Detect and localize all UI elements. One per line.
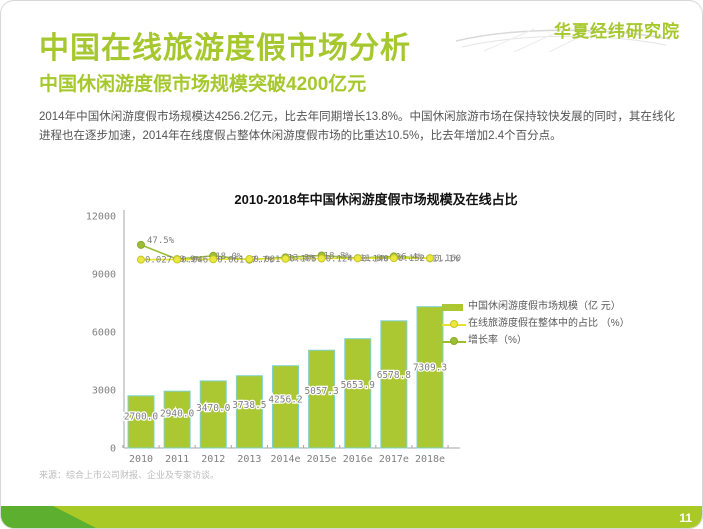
svg-text:2014e: 2014e: [270, 454, 300, 465]
page-subtitle: 中国休闲游度假市场规模突破4200亿元: [39, 74, 367, 95]
svg-text:16.4%: 16.4%: [396, 252, 424, 262]
svg-text:2700.0: 2700.0: [124, 411, 159, 422]
svg-text:0.160: 0.160: [434, 254, 461, 264]
svg-text:2016e: 2016e: [343, 454, 373, 465]
svg-text:5653.9: 5653.9: [341, 380, 376, 391]
svg-text:2940.0: 2940.0: [160, 409, 195, 420]
svg-text:6000: 6000: [92, 328, 116, 339]
legend-label: 在线旅游度假在整体中的占比 （%）: [468, 318, 630, 329]
logo: 华夏经纬研究院: [455, 11, 680, 53]
svg-text:3000: 3000: [92, 386, 116, 397]
svg-text:6578.8: 6578.8: [377, 370, 412, 381]
svg-text:11.1%: 11.1%: [432, 254, 460, 264]
legend-line-marker-icon: [442, 335, 468, 348]
svg-text:8.9%: 8.9%: [179, 255, 201, 265]
legend-label: 中国休闲游度假市场规模（亿 元）: [468, 301, 621, 312]
svg-text:0.105: 0.105: [290, 255, 317, 265]
svg-text:0.152: 0.152: [398, 254, 425, 264]
svg-text:12000: 12000: [86, 212, 116, 223]
legend-bar-swatch-icon: [442, 301, 468, 314]
svg-text:18.8%: 18.8%: [324, 252, 352, 262]
logo-text: 华夏经纬研究院: [554, 22, 680, 42]
legend-label: 增长率（%）: [468, 335, 527, 346]
svg-text:11.8%: 11.8%: [360, 254, 388, 264]
svg-text:47.5%: 47.5%: [147, 236, 175, 246]
svg-text:0.027: 0.027: [145, 256, 172, 266]
svg-text:3470.0: 3470.0: [196, 403, 231, 414]
source-note: 来源：综合上市公司财报、企业及专家访谈。: [39, 470, 220, 480]
svg-text:2018e: 2018e: [415, 454, 445, 465]
globe-swoosh-icon: [455, 28, 671, 53]
svg-text:3738.5: 3738.5: [232, 400, 266, 411]
svg-text:7309.3: 7309.3: [413, 362, 447, 373]
svg-text:2017e: 2017e: [379, 454, 409, 465]
svg-text:2015e: 2015e: [307, 454, 337, 465]
body-paragraph: 2014年中国休闲游度假市场规模达4256.2亿元，比去年同期增长13.8%。中…: [39, 111, 675, 142]
svg-text:0.124: 0.124: [326, 255, 353, 265]
legend-item: 中国休闲游度假市场规模（亿 元）: [442, 300, 654, 314]
svg-text:4256.2: 4256.2: [268, 395, 302, 406]
svg-text:5057.3: 5057.3: [304, 386, 338, 397]
svg-text:0.061: 0.061: [217, 255, 244, 265]
page-number: 11: [679, 511, 692, 525]
legend-item: 增长率（%）: [442, 334, 654, 348]
svg-text:2013: 2013: [237, 454, 261, 465]
footer-accent-shape: [1, 506, 96, 528]
chart-title: 2010-2018年中国休闲游度假市场规模及在线占比: [234, 192, 518, 207]
legend-line-marker-icon: [442, 318, 468, 331]
page-title: 中国在线旅游度假市场分析: [39, 32, 411, 65]
svg-text:2011: 2011: [165, 454, 189, 465]
svg-text:2010: 2010: [129, 454, 153, 465]
legend-item: 在线旅游度假在整体中的占比 （%）: [442, 317, 654, 331]
svg-text:0.140: 0.140: [362, 254, 389, 264]
svg-text:7.7%: 7.7%: [251, 256, 273, 266]
svg-text:18.0%: 18.0%: [215, 252, 243, 262]
chart-legend: 中国休闲游度假市场规模（亿 元） 在线旅游度假在整体中的占比 （%） 增长率（%）: [442, 300, 654, 351]
svg-text:9000: 9000: [92, 270, 116, 281]
svg-text:0.081: 0.081: [253, 255, 280, 265]
svg-text:0.046: 0.046: [181, 255, 208, 265]
svg-text:13.8%: 13.8%: [288, 253, 316, 263]
svg-text:0: 0: [110, 444, 116, 455]
footer-bar: 11: [1, 506, 702, 528]
svg-text:2012: 2012: [201, 454, 225, 465]
